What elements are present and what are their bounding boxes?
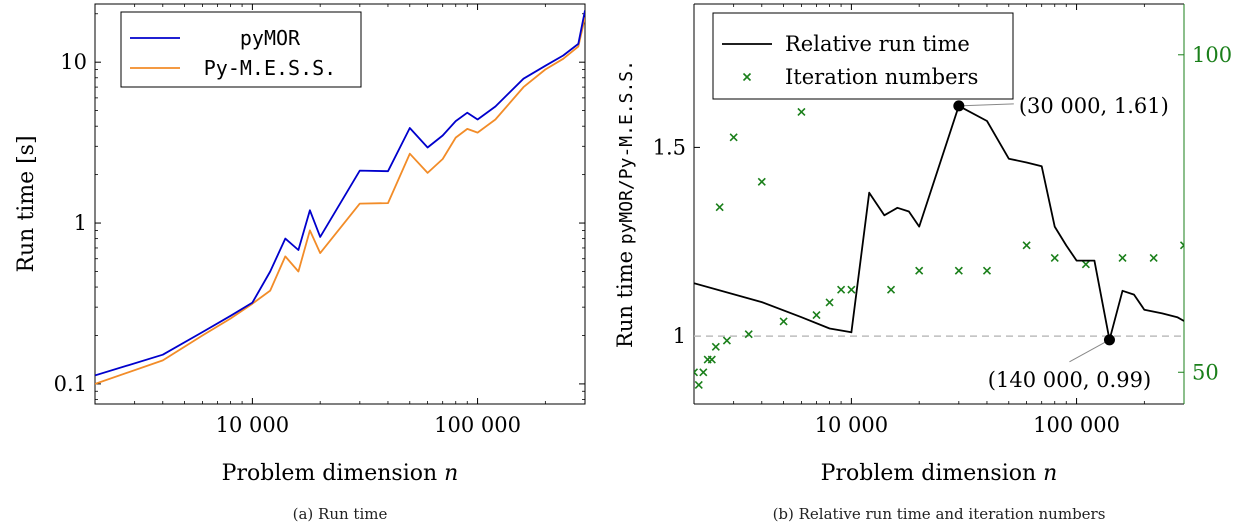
iteration-marker [1179,241,1184,250]
iteration-marker [1149,253,1158,263]
annotation-leader [958,103,1014,107]
iteration-marker [715,203,724,212]
caption-b: (b) Relative run time and iteration numb… [772,505,1106,523]
legend-label: Relative run time [785,32,970,56]
x-axis-label: Problem dimension n [821,461,1058,486]
legend-label: pyMOR [240,26,301,50]
annotation-label: (30 000, 1.61) [1019,94,1169,118]
y-tick-label: 1 [74,211,87,235]
iteration-marker [797,107,806,117]
x-tick-label: 100 000 [434,413,521,437]
legend-swatch [742,72,752,82]
series-group [694,105,1184,390]
iteration-marker [779,317,788,326]
iteration-marker [694,380,703,390]
series-line-py-m-e-s-s- [95,17,585,385]
iteration-marker [729,133,738,142]
legend: Relative run time Iteration numbers [712,12,1014,100]
iteration-marker [1022,241,1031,250]
iteration-marker [825,298,834,307]
annotation-point [953,100,965,112]
iteration-marker [982,266,992,275]
x-tick-label: 100 000 [1033,413,1120,437]
iteration-marker [847,285,856,294]
annotation-leader [1069,339,1110,363]
series-group [95,10,585,385]
iteration-marker [699,368,708,377]
iteration-marker [837,285,846,294]
iteration-marker [694,368,699,377]
relative-run-time-chart: 10 000 100 000 1 1.5 50 100 Problem dimension … [613,3,1232,486]
iteration-marker [711,342,720,351]
legend-label: Iteration numbers [785,65,978,89]
iteration-marker [707,355,716,364]
y-tick-label: 1.5 [653,135,686,159]
x-tick-label: 10 000 [815,413,888,437]
iteration-marker [722,336,731,345]
y2-tick-label: 100 [1192,43,1232,67]
iteration-marker [1118,253,1127,263]
y-tick-label: 1 [673,324,686,348]
iteration-marker [1081,260,1090,269]
plot-frame [94,3,586,405]
y-tick-label: 0.1 [54,372,87,396]
y-axis-label: Run time [s] [14,135,39,272]
iteration-marker [757,177,766,186]
y2-tick-label: 50 [1192,360,1219,384]
x-axis-label: Problem dimension n [222,461,459,486]
legend-box [120,11,362,88]
y-axis-label: Run time pyMOR/Py-M.E.S.S. [613,60,637,348]
iteration-marker [954,266,963,275]
caption-a: (a) Run time [292,505,388,523]
annotation-label: (140 000, 0.99) [988,368,1151,392]
legend: pyMOR Py-M.E.S.S. [120,11,362,88]
iteration-marker [915,266,924,275]
x-tick-label: 10 000 [216,413,289,437]
series-line-pymor [95,10,585,377]
series-line-relative-run-time [694,105,1184,341]
annotation-point [1103,334,1115,346]
iteration-marker [744,330,753,339]
y-tick-label: 10 [60,50,87,74]
legend-label: Py-M.E.S.S. [204,56,336,80]
figure: 10 000 100 000 0.1 1 10 Problem dimension n Ru… [14,3,1232,486]
iteration-marker [812,311,821,320]
run-time-chart: 10 000 100 000 0.1 1 10 Problem dimension n Ru… [14,3,586,486]
iteration-marker [1050,253,1059,263]
iteration-marker [886,285,896,294]
legend-box [712,12,1014,100]
